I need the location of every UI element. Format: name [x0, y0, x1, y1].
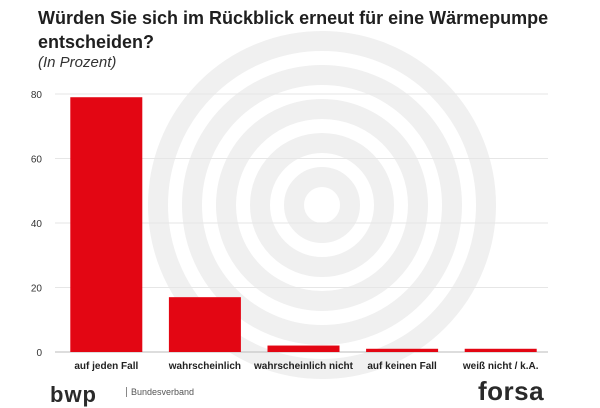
y-tick-label: 80: [31, 90, 43, 101]
spiral-watermark: [148, 31, 496, 379]
watermark-ring: [250, 133, 394, 277]
bwp-logo-text: Bundesverband: [126, 387, 194, 397]
bar: [464, 348, 537, 352]
watermark-ring: [284, 167, 360, 243]
x-tick-label: wahrscheinlich nicht: [253, 361, 354, 372]
chart-title: Würden Sie sich im Rückblick erneut für …: [38, 8, 549, 52]
bar: [168, 297, 241, 352]
bar: [70, 97, 143, 352]
y-tick-label: 20: [31, 284, 43, 295]
watermark-ring: [182, 65, 462, 345]
bwp-logo-mark: bwp: [50, 382, 97, 407]
watermark-ring: [148, 31, 496, 379]
x-tick-label: auf jeden Fall: [74, 361, 138, 372]
x-axis-ticks: auf jeden Fall wahrscheinlich wahrscheinli…: [74, 361, 538, 372]
y-tick-label: 60: [31, 155, 43, 166]
y-tick-label: 40: [31, 219, 43, 230]
forsa-logo: forsa: [478, 376, 545, 406]
x-tick-label: auf keinen Fall: [367, 361, 437, 372]
x-tick-label: wahrscheinlich: [168, 361, 241, 372]
bwp-logo: bwp Bundesverband: [50, 382, 210, 407]
y-tick-label: 0: [36, 348, 42, 359]
y-axis-ticks: 0 20 40 60 80: [31, 90, 43, 359]
chart-subtitle: (In Prozent): [38, 54, 117, 71]
bar: [267, 345, 340, 352]
bars: [70, 97, 537, 352]
bar: [366, 348, 439, 352]
x-tick-label: weiß nicht / k.A.: [462, 361, 539, 372]
watermark-ring: [216, 99, 428, 311]
